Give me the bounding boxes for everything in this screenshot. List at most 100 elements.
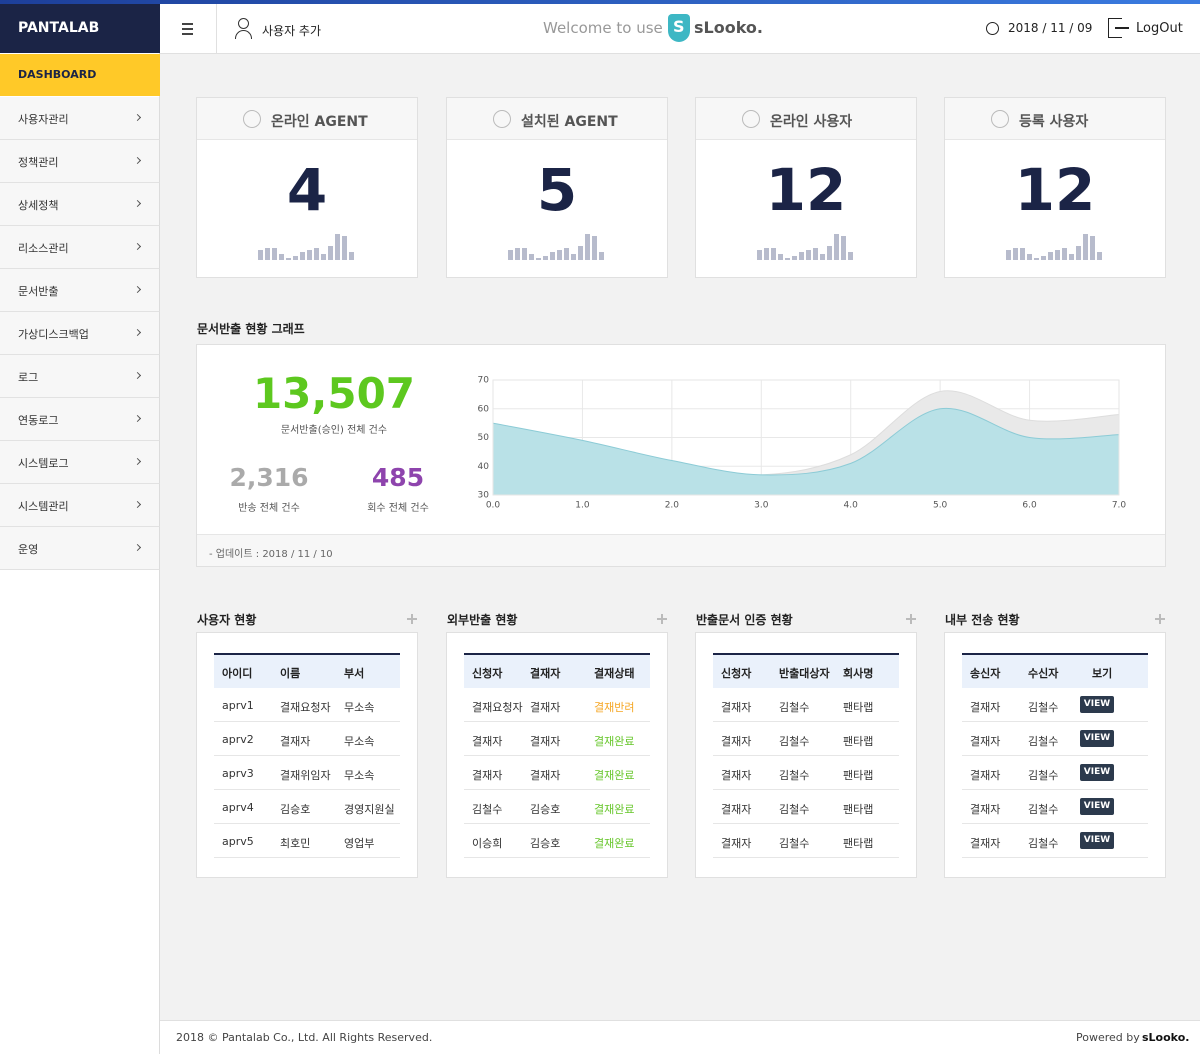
menu-item[interactable]: 가상디스크백업	[0, 312, 160, 355]
menu-item[interactable]: 상세정책	[0, 183, 160, 226]
graph-footer	[197, 534, 1165, 566]
cell: 팬타랩	[843, 769, 874, 782]
chevron	[133, 113, 142, 122]
menu-item[interactable]: 연동로그	[0, 398, 160, 441]
panel-plus[interactable]	[657, 614, 667, 624]
panel: 신청자 결재자 결재상태 결재요청자 결재자 결재반려 결재자 결재자 결재완료 결재자 결재자 결재…	[446, 632, 668, 878]
chevron	[133, 156, 142, 165]
table-row: 결재자 김철수 VIEW	[962, 756, 1148, 790]
stat-card-value: 12	[1014, 156, 1096, 224]
menu-item[interactable]: 운영	[0, 527, 160, 570]
table-row: aprv2 결재자 무소속	[214, 722, 400, 756]
chevron	[133, 457, 142, 466]
menu-dashboard[interactable]: DASHBOARD	[0, 54, 160, 96]
add-user[interactable]: 사용자 추가	[235, 16, 335, 42]
update-text: - 업데이트 : 2018 / 11 / 10	[209, 549, 333, 560]
panel-title: 사용자 현황	[197, 613, 257, 627]
view-button[interactable]: VIEW	[1080, 764, 1114, 781]
column-header: 송신자	[970, 667, 1001, 680]
cell: 무소속	[344, 701, 375, 714]
cell: 김철수	[472, 803, 503, 816]
column-header: 회사명	[843, 667, 874, 680]
view-button[interactable]: VIEW	[1080, 696, 1114, 713]
panel-plus[interactable]	[906, 614, 916, 624]
cell: 김철수	[1028, 701, 1059, 714]
cell: 결재자	[530, 701, 561, 714]
cell: 최호민	[280, 837, 311, 850]
table-header: 송신자 수신자 보기	[962, 653, 1148, 688]
cell: 결재자	[530, 735, 561, 748]
menu-item[interactable]: 문서반출	[0, 269, 160, 312]
cell: 결재자	[970, 803, 1001, 816]
view-button[interactable]: VIEW	[1080, 832, 1114, 849]
chevron	[133, 199, 142, 208]
menu-item[interactable]: 시스템로그	[0, 441, 160, 484]
cell: 경영지원실	[344, 803, 395, 816]
logo-mark-text: S	[673, 17, 685, 36]
panel-plus[interactable]	[407, 614, 417, 624]
panel-plus[interactable]	[1155, 614, 1165, 624]
cell: 결재자	[472, 769, 503, 782]
logo-text: sLooko.	[694, 18, 763, 37]
stat-card: 온라인 AGENT 4	[196, 97, 418, 278]
cell: 결재위임자	[280, 769, 331, 782]
view-button[interactable]: VIEW	[1080, 798, 1114, 815]
cell: 이승희	[472, 837, 503, 850]
menu-item[interactable]: 사용자관리	[0, 97, 160, 140]
panel: 아이디 이름 부서 aprv1 결재요청자 무소속 aprv2 결재자 무소속 aprv3 결재위임…	[196, 632, 418, 878]
table-row: 결재자 김철수 VIEW	[962, 824, 1148, 858]
cell: 결재자	[970, 837, 1001, 850]
logout-text: LogOut	[1136, 21, 1183, 36]
cell: 팬타랩	[843, 735, 874, 748]
top-strip	[0, 0, 1200, 4]
stat-card-value: 5	[536, 156, 578, 224]
hamburger-line	[182, 28, 193, 30]
table-row: 김철수 김승호 결재완료	[464, 790, 650, 824]
graph-panel: - 업데이트 : 2018 / 11 / 10 13,507 문서반출(승인) 전체…	[196, 344, 1166, 567]
cell: 결재완료	[594, 735, 635, 748]
cell: 김철수	[1028, 837, 1059, 850]
stat-card-icon	[243, 110, 261, 128]
cell: 결재완료	[594, 769, 635, 782]
stat-card-title: 등록 사용자	[1019, 114, 1089, 130]
stat-card-title: 온라인 사용자	[770, 114, 853, 130]
copyright: 2018 © Pantalab Co., Ltd. All Rights Res…	[176, 1031, 433, 1044]
chevron	[133, 242, 142, 251]
stat-card-value: 12	[765, 156, 847, 224]
menu-dashboard-text: DASHBOARD	[18, 68, 97, 81]
menu-item[interactable]: 시스템관리	[0, 484, 160, 527]
stat-card-title: 설치된 AGENT	[521, 114, 618, 130]
cell: 김철수	[1028, 735, 1059, 748]
column-header: 이름	[280, 667, 301, 680]
table-row: 결재자 김철수 팬타랩	[713, 688, 899, 722]
cell: 결재완료	[594, 837, 635, 850]
cell: 김철수	[779, 735, 810, 748]
cell: 무소속	[344, 769, 375, 782]
hamburger[interactable]	[160, 4, 217, 53]
cell: 김철수	[779, 701, 810, 714]
table-row: 결재자 결재자 결재완료	[464, 756, 650, 790]
cell: 김철수	[779, 769, 810, 782]
stat-card-icon	[493, 110, 511, 128]
menu-item[interactable]: 리소스관리	[0, 226, 160, 269]
view-button-text: VIEW	[1083, 835, 1111, 845]
menu-item-text: 연동로그	[18, 414, 59, 427]
menu-item[interactable]: 정책관리	[0, 140, 160, 183]
cell: 결재자	[970, 701, 1001, 714]
cell: aprv3	[222, 767, 254, 780]
menu-item-text: 정책관리	[18, 156, 59, 169]
menu-item-text: 로그	[18, 371, 39, 384]
total-label: 문서반출(승인) 전체 건수	[280, 425, 388, 436]
cell: 김철수	[779, 837, 810, 850]
menu-item[interactable]: 로그	[0, 355, 160, 398]
cell: 결재자	[721, 837, 752, 850]
table-row: 결재자 김철수 팬타랩	[713, 790, 899, 824]
logout[interactable]: LogOut	[1108, 16, 1198, 42]
chevron	[133, 328, 142, 337]
clock-icon	[986, 22, 999, 35]
table-row: aprv5 최호민 영업부	[214, 824, 400, 858]
cell: aprv5	[222, 835, 254, 848]
view-button[interactable]: VIEW	[1080, 730, 1114, 747]
stat-card-icon	[991, 110, 1009, 128]
